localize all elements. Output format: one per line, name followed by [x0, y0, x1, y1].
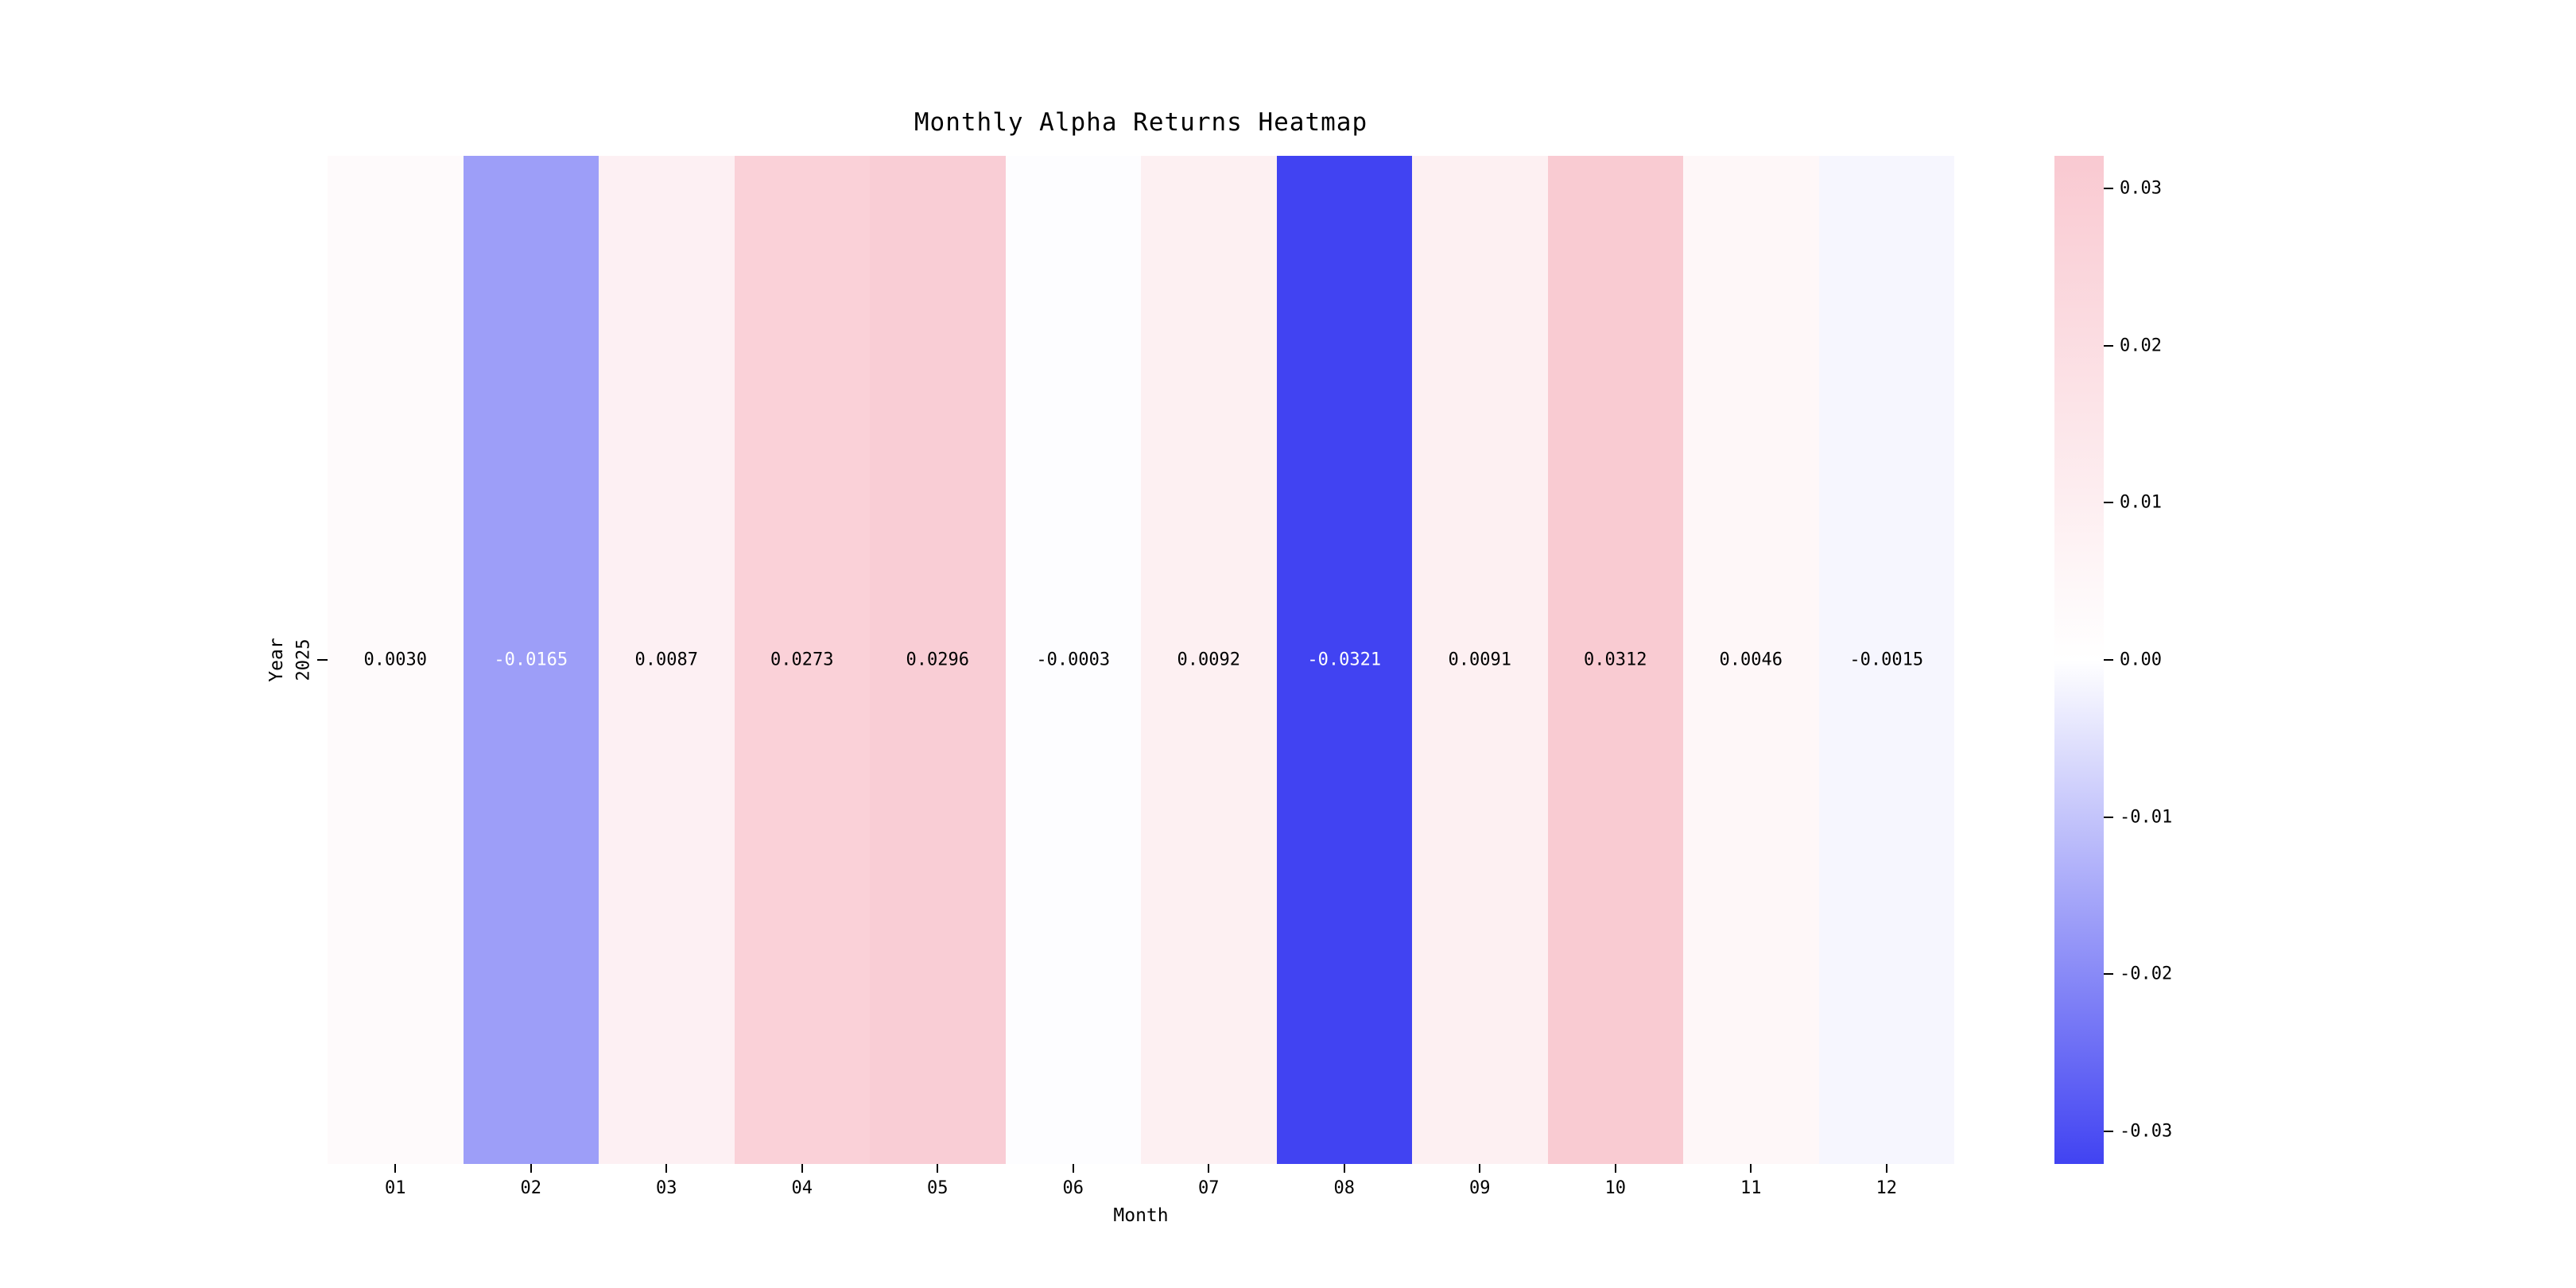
x-tick-label-11: 11: [1740, 1178, 1762, 1198]
x-tick-mark: [1750, 1164, 1752, 1173]
x-tick-mark: [1343, 1164, 1345, 1173]
x-tick-mark: [1208, 1164, 1210, 1173]
x-tick-mark: [1479, 1164, 1481, 1173]
x-tick-label-09: 09: [1469, 1178, 1491, 1198]
colorbar-tick-label: -0.02: [2120, 964, 2173, 984]
x-tick-label-03: 03: [656, 1178, 677, 1198]
heatmap-cell-12: -0.0015: [1818, 156, 1954, 1164]
colorbar-tick-label: 0.02: [2120, 336, 2162, 356]
colorbar-tick-label: 0.03: [2120, 178, 2162, 199]
heatmap-cell-10: 0.0312: [1547, 156, 1683, 1164]
x-tick-mark: [801, 1164, 803, 1173]
heatmap-cell-05: 0.0296: [870, 156, 1006, 1164]
colorbar-tick-mark: [2104, 973, 2113, 976]
cell-value-label: 0.0091: [1448, 650, 1511, 670]
x-tick-label-12: 12: [1876, 1178, 1898, 1198]
heatmap-cell-01: 0.0030: [328, 156, 464, 1164]
x-axis-tick-labels: 01 02 03 04 05 06 07 08 09 10 11 12: [328, 1164, 1954, 1220]
colorbar-tick-mark: [2104, 344, 2113, 347]
y-axis-label: Year: [266, 638, 287, 682]
chart-title: Monthly Alpha Returns Heatmap: [914, 108, 1368, 137]
colorbar-ticks: 0.03 0.02 0.01 0.00 -0.01 -0.02 -0.03: [2104, 156, 2231, 1164]
heatmap-cell-11: 0.0046: [1683, 156, 1819, 1164]
colorbar-tick-mark: [2104, 659, 2113, 661]
x-tick-mark: [1072, 1164, 1074, 1173]
heatmap-grid: 0.0030 -0.0165 0.0087 0.0273 0.0296 -0.0003 0.…: [328, 156, 1954, 1164]
x-tick-label-07: 07: [1198, 1178, 1220, 1198]
colorbar-tick-mark: [2104, 816, 2113, 818]
cell-value-label: 0.0046: [1719, 650, 1783, 670]
colorbar-tick-label: -0.01: [2120, 807, 2173, 827]
x-tick-label-05: 05: [927, 1178, 949, 1198]
colorbar-tick-label: -0.03: [2120, 1121, 2173, 1142]
heatmap-cell-09: 0.0091: [1412, 156, 1548, 1164]
cell-value-label: -0.0165: [494, 650, 568, 670]
cell-value-label: 0.0087: [634, 650, 698, 670]
heatmap-cell-03: 0.0087: [599, 156, 735, 1164]
y-tick-label: 2025: [293, 638, 314, 681]
heatmap-cell-07: 0.0092: [1141, 156, 1277, 1164]
x-tick-mark: [1885, 1164, 1887, 1173]
x-tick-mark: [530, 1164, 532, 1173]
x-tick-mark: [937, 1164, 939, 1173]
cell-value-label: 0.0273: [770, 650, 834, 670]
colorbar-tick-label: 0.01: [2120, 492, 2162, 513]
cell-value-label: -0.0003: [1036, 650, 1111, 670]
heatmap-cell-06: -0.0003: [1005, 156, 1141, 1164]
colorbar-gradient: [2054, 156, 2104, 1164]
y-tick-mark: [317, 659, 328, 661]
x-tick-label-10: 10: [1604, 1178, 1627, 1198]
colorbar: [2054, 156, 2104, 1164]
heatmap-cell-02: -0.0165: [463, 156, 599, 1164]
colorbar-tick-mark: [2104, 502, 2113, 504]
x-tick-mark: [665, 1164, 668, 1173]
x-axis-label: Month: [1113, 1205, 1169, 1226]
x-tick-label-01: 01: [385, 1178, 406, 1198]
x-tick-mark: [1614, 1164, 1616, 1173]
cell-value-label: 0.0296: [906, 650, 969, 670]
cell-value-label: -0.0321: [1307, 650, 1382, 670]
colorbar-tick-label: 0.00: [2120, 650, 2162, 670]
colorbar-tick-mark: [2104, 188, 2113, 190]
heatmap-cell-08: -0.0321: [1276, 156, 1412, 1164]
colorbar-tick-mark: [2104, 1130, 2113, 1132]
x-tick-label-06: 06: [1062, 1178, 1084, 1198]
cell-value-label: -0.0015: [1849, 650, 1924, 670]
cell-value-label: 0.0030: [363, 650, 427, 670]
x-tick-label-02: 02: [520, 1178, 542, 1198]
x-tick-label-04: 04: [791, 1178, 813, 1198]
cell-value-label: 0.0092: [1177, 650, 1240, 670]
x-tick-mark: [394, 1164, 397, 1173]
cell-value-label: 0.0312: [1584, 650, 1647, 670]
heatmap-cell-04: 0.0273: [734, 156, 870, 1164]
x-tick-label-08: 08: [1333, 1178, 1356, 1198]
